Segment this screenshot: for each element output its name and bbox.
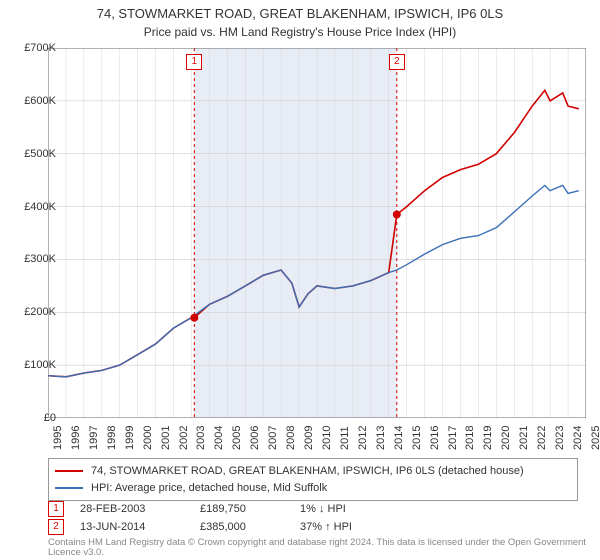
x-tick-label: 2016 xyxy=(429,426,441,450)
sales-num-box: 1 xyxy=(48,501,64,517)
y-tick-label: £400K xyxy=(24,201,56,213)
y-tick-label: £500K xyxy=(24,148,56,160)
x-tick-label: 2000 xyxy=(142,426,154,450)
x-tick-label: 2017 xyxy=(447,426,459,450)
x-tick-label: 2007 xyxy=(267,426,279,450)
chart-area xyxy=(48,48,586,418)
legend-row: 74, STOWMARKET ROAD, GREAT BLAKENHAM, IP… xyxy=(55,463,571,480)
x-tick-label: 2022 xyxy=(536,426,548,450)
legend-label: HPI: Average price, detached house, Mid … xyxy=(91,480,327,497)
legend: 74, STOWMARKET ROAD, GREAT BLAKENHAM, IP… xyxy=(48,458,578,501)
chart-container: 74, STOWMARKET ROAD, GREAT BLAKENHAM, IP… xyxy=(0,0,600,560)
shaded-region xyxy=(194,48,396,418)
sales-table: 1 28-FEB-2003£189,7501% ↓ HPI 2 13-JUN-2014… xyxy=(48,500,400,536)
x-tick-label: 2015 xyxy=(411,426,423,450)
sales-pct: 37% ↑ HPI xyxy=(300,521,400,533)
sales-price: £189,750 xyxy=(200,503,300,515)
x-tick-label: 2023 xyxy=(554,426,566,450)
x-tick-label: 1999 xyxy=(124,426,136,450)
x-tick-label: 2013 xyxy=(375,426,387,450)
legend-row: HPI: Average price, detached house, Mid … xyxy=(55,480,571,497)
x-tick-label: 2025 xyxy=(590,426,600,450)
x-tick-label: 1997 xyxy=(88,426,100,450)
x-tick-label: 2003 xyxy=(195,426,207,450)
x-tick-label: 2006 xyxy=(249,426,261,450)
x-tick-label: 2014 xyxy=(393,426,405,450)
chart-subtitle: Price paid vs. HM Land Registry's House … xyxy=(0,23,600,39)
y-tick-label: £300K xyxy=(24,253,56,265)
x-tick-label: 2012 xyxy=(357,426,369,450)
x-tick-label: 2020 xyxy=(500,426,512,450)
x-tick-label: 2010 xyxy=(321,426,333,450)
x-tick-label: 2011 xyxy=(339,426,351,450)
y-tick-label: £700K xyxy=(24,42,56,54)
y-tick-label: £100K xyxy=(24,359,56,371)
y-tick-label: £200K xyxy=(24,306,56,318)
sale-marker-box: 1 xyxy=(186,54,202,70)
footer-text: Contains HM Land Registry data © Crown c… xyxy=(48,538,600,559)
x-tick-label: 1995 xyxy=(52,426,64,450)
x-tick-label: 2024 xyxy=(572,426,584,450)
y-tick-label: £600K xyxy=(24,95,56,107)
sale-dot xyxy=(393,211,401,219)
x-tick-label: 2008 xyxy=(285,426,297,450)
sales-date: 28-FEB-2003 xyxy=(80,503,200,515)
x-tick-label: 1998 xyxy=(106,426,118,450)
legend-swatch xyxy=(55,470,83,472)
sales-date: 13-JUN-2014 xyxy=(80,521,200,533)
sale-dot xyxy=(190,314,198,322)
legend-label: 74, STOWMARKET ROAD, GREAT BLAKENHAM, IP… xyxy=(91,463,524,480)
x-tick-label: 2004 xyxy=(213,426,225,450)
legend-swatch xyxy=(55,487,83,489)
chart-title: 74, STOWMARKET ROAD, GREAT BLAKENHAM, IP… xyxy=(0,0,600,23)
sales-num-box: 2 xyxy=(48,519,64,535)
sales-row: 1 28-FEB-2003£189,7501% ↓ HPI xyxy=(48,500,400,518)
x-tick-label: 2005 xyxy=(231,426,243,450)
x-tick-label: 2002 xyxy=(178,426,190,450)
x-tick-label: 2009 xyxy=(303,426,315,450)
sale-marker-box: 2 xyxy=(389,54,405,70)
sales-pct: 1% ↓ HPI xyxy=(300,503,400,515)
x-tick-label: 2019 xyxy=(482,426,494,450)
y-tick-label: £0 xyxy=(44,412,56,424)
x-tick-label: 2001 xyxy=(160,426,172,450)
sales-price: £385,000 xyxy=(200,521,300,533)
x-tick-label: 2021 xyxy=(518,426,530,450)
x-tick-label: 2018 xyxy=(464,426,476,450)
chart-svg xyxy=(48,48,586,418)
sales-row: 2 13-JUN-2014£385,00037% ↑ HPI xyxy=(48,518,400,536)
x-tick-label: 1996 xyxy=(70,426,82,450)
